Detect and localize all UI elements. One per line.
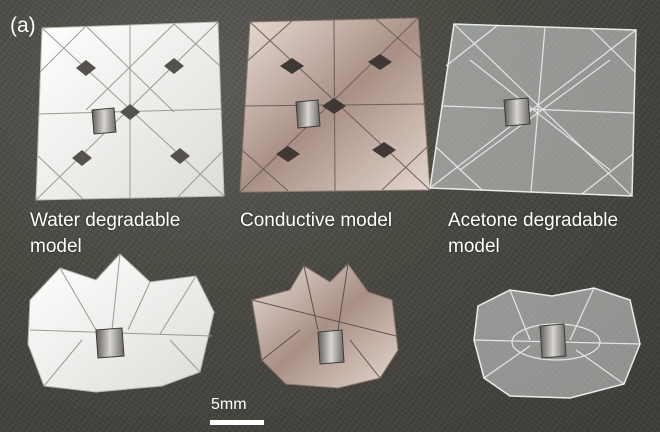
acetone-degradable-folded-robot: [473, 287, 641, 399]
caption-water-line1: Water degradable: [30, 210, 181, 231]
caption-acetone-line2: model: [448, 236, 500, 257]
caption-water-line2: model: [30, 236, 82, 257]
panel-label: (a): [10, 14, 36, 37]
water-degradable-folded-robot: [27, 253, 215, 393]
acetone-degradable-sheet: [429, 23, 637, 197]
conductive-folded-robot: [251, 263, 399, 389]
caption-water-degradable: Water degradable model: [30, 208, 230, 260]
caption-conductive: Conductive model: [240, 208, 440, 234]
scale-bar-label: 5mm: [211, 396, 247, 413]
caption-acetone-degradable: Acetone degradable model: [448, 208, 660, 260]
water-degradable-sheet: [35, 21, 225, 201]
conductive-sheet: [239, 17, 431, 193]
caption-acetone-line1: Acetone degradable: [448, 210, 619, 231]
caption-conductive-line1: Conductive model: [240, 210, 393, 231]
scale-bar: [210, 420, 264, 425]
